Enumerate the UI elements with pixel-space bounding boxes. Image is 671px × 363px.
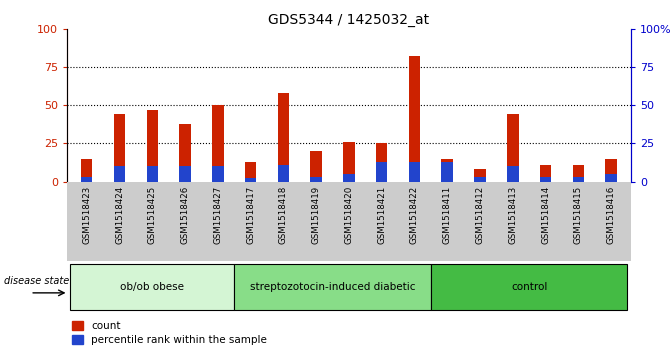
Text: ob/ob obese: ob/ob obese [120, 282, 185, 292]
Bar [605, 174, 617, 182]
Bar [605, 159, 617, 182]
Bar [507, 114, 519, 182]
Text: GSM1518425: GSM1518425 [148, 185, 157, 244]
Bar [114, 166, 125, 182]
Bar [442, 162, 453, 182]
Bar [343, 174, 355, 182]
Text: GSM1518417: GSM1518417 [246, 185, 255, 244]
Text: disease state: disease state [4, 276, 70, 286]
Bar [572, 165, 584, 182]
Text: GSM1518418: GSM1518418 [279, 185, 288, 244]
Bar [409, 162, 420, 182]
Bar [245, 179, 256, 182]
Bar [146, 110, 158, 182]
Bar [146, 166, 158, 182]
Bar [179, 123, 191, 182]
Text: streptozotocin-induced diabetic: streptozotocin-induced diabetic [250, 282, 415, 292]
Text: GSM1518427: GSM1518427 [213, 185, 222, 244]
Bar [442, 159, 453, 182]
Bar [507, 166, 519, 182]
Bar [245, 162, 256, 182]
Bar [409, 57, 420, 182]
Text: GSM1518415: GSM1518415 [574, 185, 583, 244]
Bar [81, 177, 93, 182]
Text: GSM1518420: GSM1518420 [344, 185, 354, 244]
Bar [431, 264, 627, 310]
Bar [474, 169, 486, 182]
Bar [70, 264, 234, 310]
Bar [278, 165, 289, 182]
Text: control: control [511, 282, 548, 292]
Text: GSM1518426: GSM1518426 [180, 185, 190, 244]
Bar [539, 177, 552, 182]
Bar [212, 105, 223, 182]
Bar [474, 177, 486, 182]
Text: GSM1518424: GSM1518424 [115, 185, 124, 244]
Bar [311, 151, 322, 182]
Text: GSM1518416: GSM1518416 [607, 185, 615, 244]
Bar [278, 93, 289, 182]
Bar [179, 166, 191, 182]
Bar [376, 143, 387, 182]
Text: GSM1518422: GSM1518422 [410, 185, 419, 244]
Text: GSM1518411: GSM1518411 [443, 185, 452, 244]
Bar [311, 177, 322, 182]
Bar [114, 114, 125, 182]
Bar [376, 162, 387, 182]
Text: GSM1518423: GSM1518423 [83, 185, 91, 244]
Text: GSM1518413: GSM1518413 [508, 185, 517, 244]
Bar [572, 177, 584, 182]
Text: GSM1518412: GSM1518412 [476, 185, 484, 244]
Title: GDS5344 / 1425032_at: GDS5344 / 1425032_at [268, 13, 429, 26]
Bar [539, 165, 552, 182]
Legend: count, percentile rank within the sample: count, percentile rank within the sample [72, 321, 267, 345]
Bar [343, 142, 355, 182]
Bar [234, 264, 431, 310]
Bar [212, 166, 223, 182]
Text: GSM1518421: GSM1518421 [377, 185, 386, 244]
Bar [81, 159, 93, 182]
Text: GSM1518419: GSM1518419 [311, 185, 321, 244]
Text: GSM1518414: GSM1518414 [541, 185, 550, 244]
